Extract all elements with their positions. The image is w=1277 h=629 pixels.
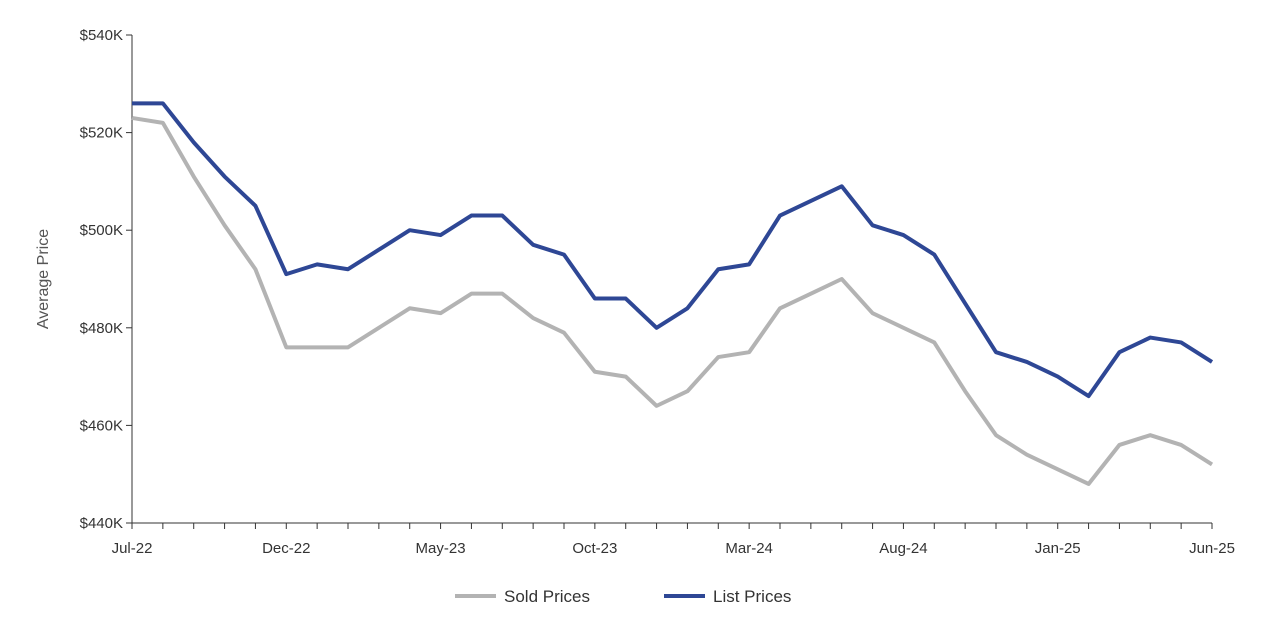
series-lines bbox=[131, 101, 1214, 486]
legend-item: Sold Prices bbox=[455, 587, 590, 606]
y-tick-label: $480K bbox=[80, 320, 123, 337]
x-tick-label: Jun-25 bbox=[1189, 540, 1235, 557]
legend-label: Sold Prices bbox=[504, 587, 590, 606]
y-tick-label: $520K bbox=[80, 125, 123, 142]
axes: $440K $460K $480K $500K $520K $540K Jul-22 Dec-… bbox=[35, 27, 1235, 557]
series-line bbox=[132, 101, 1214, 399]
legend: Sold Prices List Prices bbox=[455, 587, 791, 606]
x-tick-label: May-23 bbox=[416, 540, 466, 557]
series-sold-prices bbox=[131, 115, 1214, 486]
y-axis-title: Average Price bbox=[35, 229, 52, 329]
y-tick-label: $540K bbox=[80, 27, 123, 44]
y-tick-label: $460K bbox=[80, 417, 123, 434]
x-tick-label: Jan-25 bbox=[1035, 540, 1081, 557]
y-tick-label: $500K bbox=[80, 222, 123, 239]
y-tick-label: $440K bbox=[80, 515, 123, 532]
x-tick-label: Mar-24 bbox=[725, 540, 773, 557]
series-list-prices bbox=[131, 101, 1214, 399]
legend-label: List Prices bbox=[713, 587, 791, 606]
legend-item: List Prices bbox=[664, 587, 791, 606]
x-tick-label: Aug-24 bbox=[879, 540, 927, 557]
x-tick-label: Jul-22 bbox=[112, 540, 153, 557]
x-tick-label: Dec-22 bbox=[262, 540, 310, 557]
x-tick-label: Oct-23 bbox=[572, 540, 617, 557]
series-line bbox=[131, 115, 1214, 486]
